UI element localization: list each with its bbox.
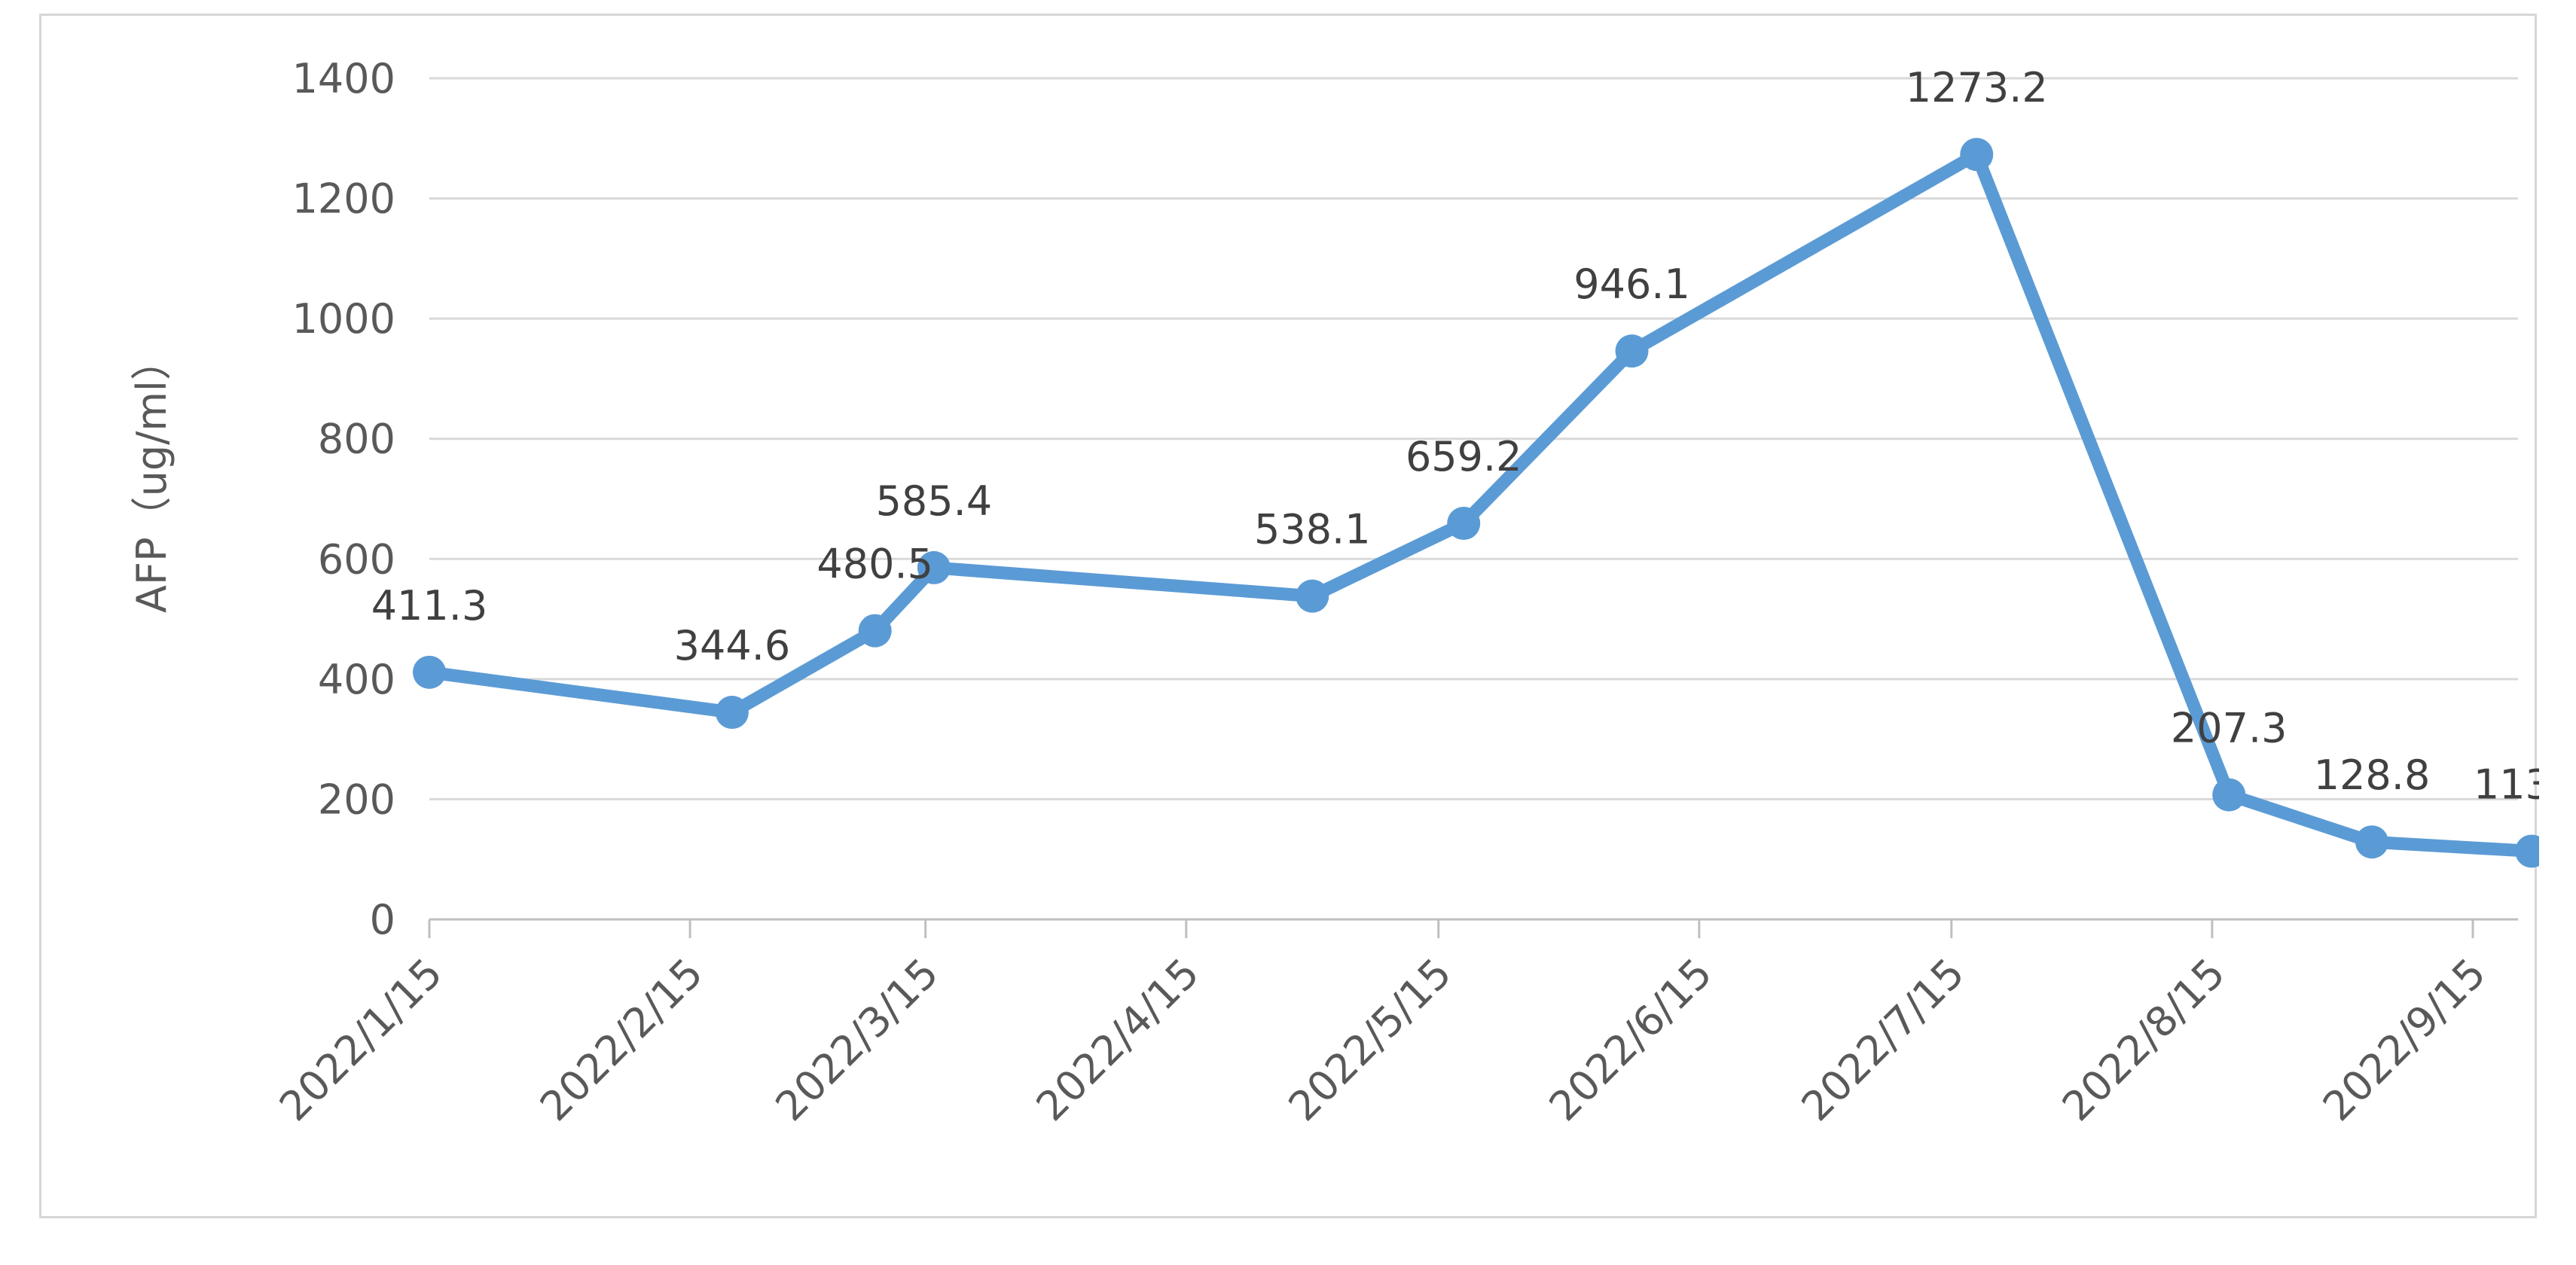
data-point (1447, 507, 1481, 541)
data-point (917, 550, 951, 584)
data-point (858, 614, 892, 648)
y-tick-label: 400 (318, 656, 395, 703)
data-label: 946.1 (1573, 261, 1690, 308)
y-tick-label: 600 (318, 535, 395, 583)
data-label: 480.5 (816, 541, 933, 588)
x-tick-label: 2022/2/15 (531, 950, 712, 1130)
data-point (1615, 334, 1649, 368)
data-point (2355, 825, 2389, 859)
data-label: 128.8 (2314, 751, 2431, 799)
data-point (715, 696, 749, 730)
data-point (1960, 138, 1994, 172)
data-label: 659.2 (1406, 433, 1522, 480)
data-label: 344.6 (674, 622, 791, 669)
data-label: 538.1 (1254, 506, 1371, 553)
data-label: 411.3 (371, 582, 488, 629)
data-label: 207.3 (2171, 705, 2288, 752)
x-tick-label: 2022/8/15 (2053, 950, 2234, 1130)
data-point (1296, 579, 1329, 613)
y-axis-title: AFP（ug/ml） (128, 340, 175, 613)
x-tick-label: 2022/3/15 (767, 950, 948, 1130)
x-axis (428, 918, 2518, 938)
y-tick-label: 1400 (292, 55, 395, 102)
x-tick-label: 2022/7/15 (1793, 950, 1973, 1130)
y-tick-label: 1200 (292, 175, 395, 223)
data-label: 585.4 (876, 477, 993, 525)
y-tick-label: 200 (318, 776, 395, 823)
x-axis-tick-labels: 2022/1/15 2022/2/15 2022/3/15 2022/4/15 2022… (270, 950, 2495, 1130)
data-labels: 411.3 344.6 480.5 585.4 538.1 659.2 946.1 1273.… (371, 64, 2539, 808)
y-tick-label: 800 (318, 416, 395, 463)
x-tick-label: 2022/5/15 (1280, 950, 1460, 1130)
data-label: 113.5 (2474, 761, 2539, 808)
data-point (2515, 834, 2539, 868)
x-tick-label: 2022/9/15 (2314, 950, 2495, 1130)
x-tick-label: 2022/4/15 (1027, 950, 1208, 1130)
data-point (2212, 778, 2246, 812)
x-tick-label: 2022/1/15 (270, 950, 451, 1130)
chart-frame: 0 200 400 600 800 1000 1200 1400 2022/1/15 2022/… (39, 14, 2539, 1218)
data-label: 1273.2 (1906, 64, 2048, 111)
x-tick-label: 2022/6/15 (1540, 950, 1721, 1130)
data-point (413, 655, 446, 689)
y-axis-tick-labels: 0 200 400 600 800 1000 1200 1400 (292, 55, 395, 943)
y-tick-label: 0 (370, 896, 395, 943)
y-tick-label: 1000 (292, 295, 395, 343)
series-line (413, 138, 2539, 868)
